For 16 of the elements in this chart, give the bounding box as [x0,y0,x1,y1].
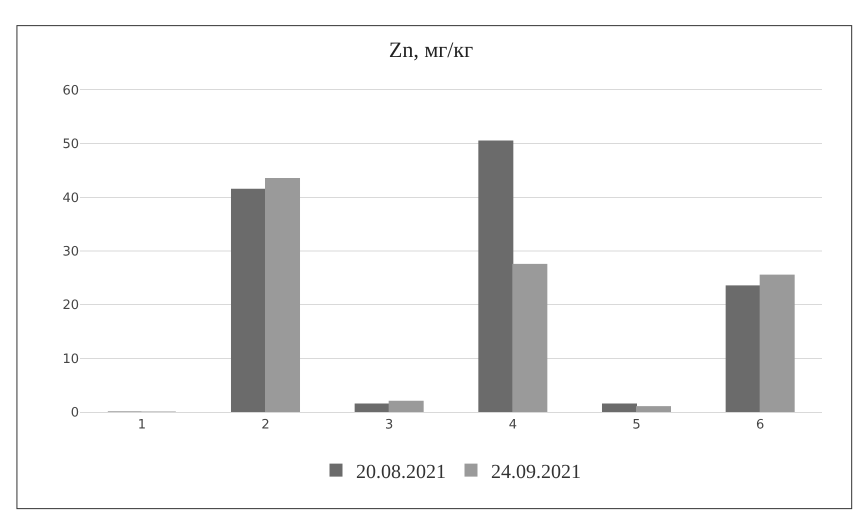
y-tick-label: 60 [62,84,79,99]
y-tick-label: 40 [62,190,79,206]
x-tick-label: 5 [632,418,641,433]
y-tick-label: 10 [62,352,79,367]
x-tick-label: 6 [756,418,764,433]
x-tick-label: 1 [138,418,146,433]
legend-label: 24.09.2021 [491,460,581,483]
x-tick-label: 2 [261,418,270,433]
y-tick-label: 30 [62,244,79,260]
chart-title: Zn, мг/кг [388,37,474,62]
x-tick-label: 3 [385,418,394,433]
y-tick-label: 0 [70,406,79,421]
legend-label: 20.08.2021 [356,460,446,483]
y-tick-label: 50 [62,137,79,152]
y-tick-label: 20 [62,298,79,314]
x-tick-label: 4 [508,418,517,433]
